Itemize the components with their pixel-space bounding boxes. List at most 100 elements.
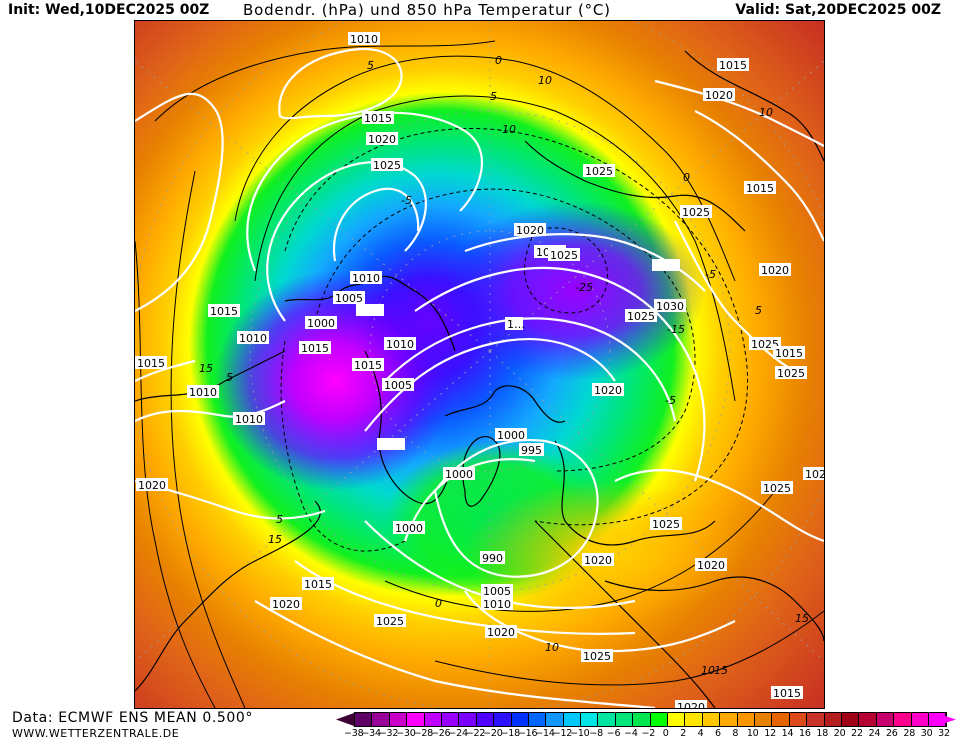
isobar-label: 1015 <box>354 359 382 372</box>
legend-tick: 8 <box>732 728 739 739</box>
legend-swatch <box>407 713 425 726</box>
isobar-label: 1015 <box>775 347 803 360</box>
legend-tick: 12 <box>764 728 776 739</box>
legend-tick: −8 <box>589 728 603 739</box>
legend-swatch <box>441 713 460 726</box>
isobar-label-box <box>582 553 614 566</box>
legend-tick: −32 <box>378 728 399 739</box>
isobar-label: 1025 <box>583 650 611 663</box>
legend-swatch <box>372 713 390 726</box>
legend-tick: −16 <box>517 728 538 739</box>
isobar-label-box <box>374 614 406 627</box>
isobar-label-box <box>481 597 513 610</box>
isobar-label-box <box>348 32 380 45</box>
isobar-label: 1010 <box>235 413 263 426</box>
isotherm-label: 15 <box>199 362 213 375</box>
isobar-label: 1015 <box>746 182 774 195</box>
legend-swatch <box>824 713 842 726</box>
website-link[interactable]: WWW.WETTERZENTRALE.DE <box>12 727 180 740</box>
isobar-label: 1025 <box>627 310 655 323</box>
isotherm-label: -5 <box>665 394 676 407</box>
isobar-label: 1025 <box>585 165 613 178</box>
isobar-label: 1020 <box>761 264 789 277</box>
isobar-label: 1015 <box>719 59 747 72</box>
isobar-label: 1025 <box>550 249 578 262</box>
legend-tick: −12 <box>552 728 573 739</box>
isobar-label-box <box>187 385 219 398</box>
cold-core-siberia <box>445 201 705 381</box>
legend-swatch <box>650 713 669 726</box>
isobar-label-box <box>759 263 791 276</box>
isobar-label-box <box>650 517 682 530</box>
legend-swatch <box>528 713 547 726</box>
legend-swatch <box>355 713 373 726</box>
isobar-label: 1020 <box>272 598 300 611</box>
isobar-label: 1015 <box>304 578 332 591</box>
isotherm-label: 10 <box>759 106 773 119</box>
isotherms-negative <box>280 128 749 552</box>
valid-time-label: Valid: Sat,20DEC2025 00Z <box>735 2 941 18</box>
isobar-label-box <box>744 181 776 194</box>
legend-tick: 26 <box>885 728 898 739</box>
legend-tick-labels: −38−34−32−30−28−26−24−22−20−18−16−14−12−… <box>344 728 953 739</box>
isobar-label-box <box>485 625 517 638</box>
isobar-label-box <box>675 700 707 708</box>
isotherm-label: -5 <box>401 194 412 207</box>
isobar-label-box <box>350 271 382 284</box>
isobar-label-box <box>625 309 657 322</box>
isobar-label: 1025 <box>777 367 805 380</box>
isotherm-label: 0 <box>683 171 690 184</box>
legend-swatch <box>859 713 877 726</box>
isobar-label-box <box>480 551 505 564</box>
isotherm-label: 15 <box>795 612 809 625</box>
isobar-label-box <box>333 291 365 304</box>
legend-swatch <box>459 713 477 726</box>
isobar-label: 1020 <box>594 384 622 397</box>
isotherm-label: -15 <box>667 323 685 336</box>
map-title: Bodendr. (hPa) und 850 hPa Temperatur (°… <box>243 1 611 19</box>
isobar-label: 1020 <box>697 559 725 572</box>
isobar-label: 1020 <box>705 89 733 102</box>
legend-swatch <box>807 713 825 726</box>
legend-swatch <box>702 713 721 726</box>
isobar-label: 1000 <box>395 522 423 535</box>
legend-tick: −20 <box>483 728 503 739</box>
isobar-label: 990 <box>482 552 503 565</box>
isobar-label-box <box>384 337 416 350</box>
isobar-label-box <box>695 558 727 571</box>
legend-swatch <box>685 713 703 726</box>
isobar-label: 995 <box>521 444 542 457</box>
legend-tick: −4 <box>624 728 638 739</box>
isobar-label: 1030 <box>656 300 684 313</box>
isotherm-label: 15 <box>714 664 728 677</box>
isotherm-label: 0 <box>435 597 442 610</box>
isobar-label: 1020 <box>805 468 824 481</box>
legend-swatch <box>494 713 512 726</box>
isobar-label: 1015 <box>301 342 329 355</box>
legend-swatch <box>511 713 529 726</box>
isobar-label-box <box>680 205 712 218</box>
legend-tick: 2 <box>680 728 687 739</box>
legend-tick: −38 <box>344 728 364 739</box>
isobar-label-box <box>771 686 803 699</box>
legend-swatch <box>546 713 564 726</box>
isotherm-label: 5 <box>276 513 283 526</box>
data-source-label: Data: ECMWF ENS MEAN 0.500° <box>12 710 253 726</box>
isobar-label: 1025 <box>373 159 401 172</box>
legend-tick: −6 <box>606 728 621 739</box>
isobar-label: 1025 <box>652 518 680 531</box>
legend-tick: −34 <box>361 728 381 739</box>
isobar-label: 1020 <box>677 701 705 708</box>
legend-tick: 10 <box>746 728 759 739</box>
isobar-label: 1020 <box>516 224 544 237</box>
masked-label-boxes <box>356 259 680 450</box>
isobar-label: 1025 <box>751 338 779 351</box>
isobar-label: 1020 <box>138 479 166 492</box>
legend-swatch <box>841 713 860 726</box>
isobar-label-box <box>302 577 334 590</box>
cold-core-canada <box>215 271 455 491</box>
legend-right-arrow-icon <box>936 713 956 726</box>
isobar-label-box <box>237 331 269 344</box>
legend-tick: −10 <box>570 728 590 739</box>
isotherm-label: -10 <box>498 123 516 136</box>
